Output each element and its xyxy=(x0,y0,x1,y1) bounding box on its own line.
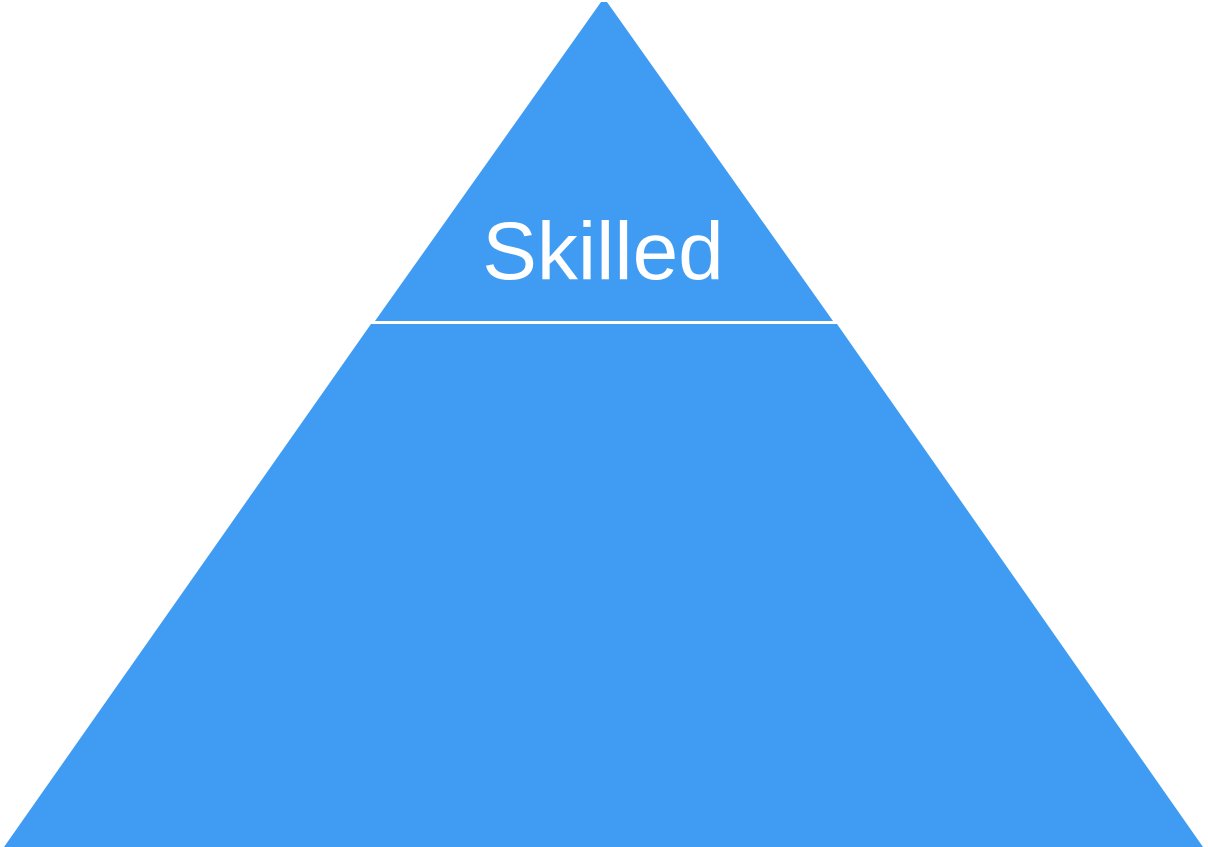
pyramid-tier-top-label: Skilled xyxy=(482,206,724,297)
pyramid-tier-top xyxy=(375,2,833,321)
pyramid-tier-bottom xyxy=(4,324,1203,847)
